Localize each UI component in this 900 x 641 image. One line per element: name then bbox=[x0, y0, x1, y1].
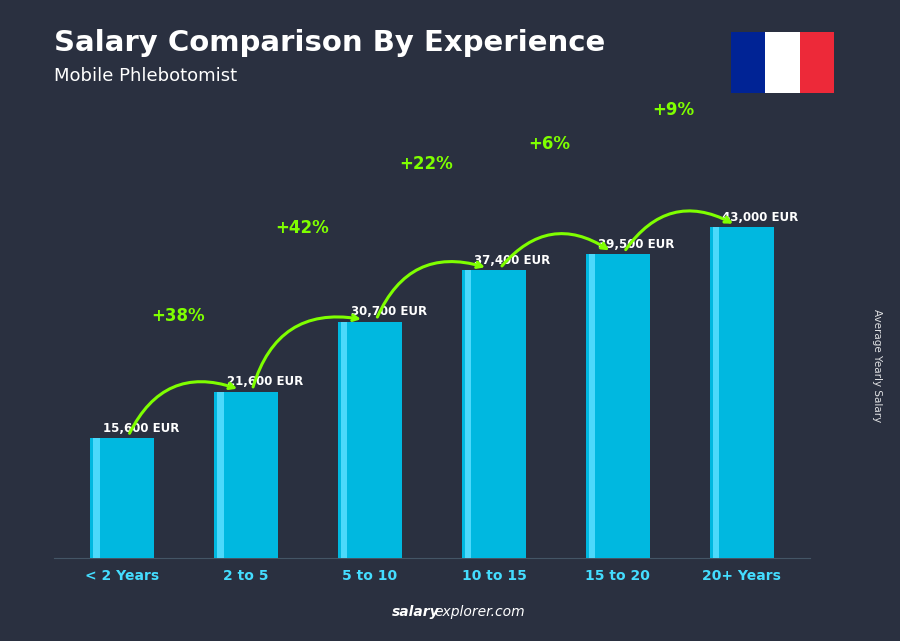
Bar bbox=[713, 227, 719, 558]
Text: +6%: +6% bbox=[528, 135, 571, 153]
Text: 43,000 EUR: 43,000 EUR bbox=[723, 211, 798, 224]
Bar bbox=[90, 438, 155, 558]
Text: +42%: +42% bbox=[275, 219, 328, 237]
Text: salary: salary bbox=[392, 604, 439, 619]
Bar bbox=[800, 32, 834, 93]
Bar bbox=[462, 270, 526, 558]
Bar bbox=[465, 270, 472, 558]
Text: +38%: +38% bbox=[151, 307, 204, 325]
Text: 30,700 EUR: 30,700 EUR bbox=[351, 306, 427, 319]
Bar bbox=[214, 392, 278, 558]
Text: 39,500 EUR: 39,500 EUR bbox=[598, 238, 675, 251]
Bar bbox=[731, 32, 765, 93]
Bar bbox=[217, 392, 223, 558]
Bar bbox=[508, 270, 517, 558]
Bar bbox=[755, 227, 765, 558]
Bar bbox=[586, 254, 650, 558]
Text: 37,400 EUR: 37,400 EUR bbox=[474, 254, 551, 267]
Bar bbox=[135, 438, 145, 558]
Text: +9%: +9% bbox=[652, 101, 695, 119]
Bar bbox=[383, 322, 393, 558]
Bar bbox=[631, 254, 641, 558]
Bar bbox=[94, 438, 100, 558]
Bar bbox=[709, 227, 774, 558]
Text: Average Yearly Salary: Average Yearly Salary bbox=[872, 309, 883, 422]
Text: Salary Comparison By Experience: Salary Comparison By Experience bbox=[54, 29, 605, 57]
Text: 15,600 EUR: 15,600 EUR bbox=[103, 422, 179, 435]
Bar bbox=[589, 254, 595, 558]
Text: +22%: +22% bbox=[399, 155, 453, 173]
Text: Mobile Phlebotomist: Mobile Phlebotomist bbox=[54, 67, 237, 85]
Text: explorer.com: explorer.com bbox=[435, 604, 526, 619]
Text: 21,600 EUR: 21,600 EUR bbox=[227, 376, 302, 388]
Bar bbox=[765, 32, 800, 93]
Bar bbox=[338, 322, 402, 558]
Bar bbox=[259, 392, 269, 558]
Bar bbox=[341, 322, 347, 558]
